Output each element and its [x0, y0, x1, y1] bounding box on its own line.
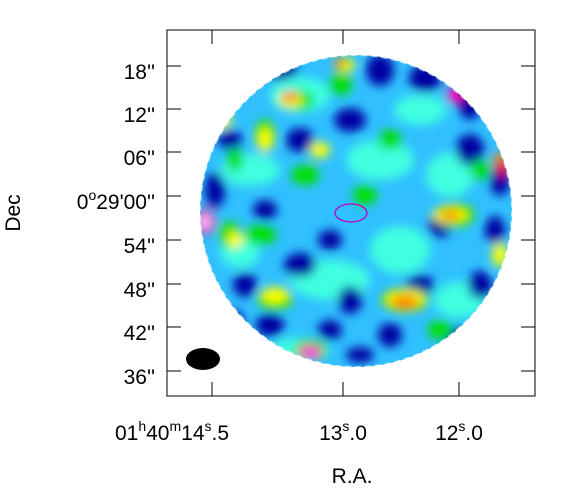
map-blob — [378, 323, 402, 347]
y-tick-label-0-29-00: 0o29'00'' — [77, 187, 155, 214]
map-blob — [261, 287, 289, 303]
map-blob — [378, 130, 402, 150]
map-blob — [366, 55, 394, 86]
map-blob — [334, 58, 346, 68]
y-tick-label-54: 54'' — [124, 235, 155, 258]
x-tick-label-01h40m14s5: 01h40m14s.5 — [115, 418, 229, 445]
axis-ticks — [167, 30, 535, 396]
plot-frame — [166, 29, 536, 397]
y-tick-label-36: 36'' — [124, 366, 155, 389]
map-blob — [318, 320, 342, 340]
map-blob — [485, 216, 505, 244]
map-blob — [370, 226, 430, 274]
x-tick-label-12s0: 12s.0 — [435, 418, 483, 445]
map-blob — [470, 160, 490, 180]
map-blob — [208, 112, 232, 128]
map-blob — [328, 75, 352, 95]
map-background — [200, 55, 512, 367]
map-blob — [233, 273, 257, 297]
map-blob — [428, 320, 452, 340]
map-blob — [440, 210, 460, 220]
map-blob — [244, 225, 276, 245]
x-axis-title: R.A. — [332, 465, 373, 488]
map-blob — [262, 60, 298, 80]
map-blob — [346, 140, 414, 180]
map-blob — [218, 130, 242, 150]
map-blob — [426, 153, 474, 197]
map-blob — [346, 347, 374, 363]
map-blob — [282, 91, 298, 103]
map-blob — [284, 253, 316, 277]
map-blob — [353, 185, 377, 205]
map-edge — [199, 54, 513, 368]
map-blob — [227, 232, 243, 248]
map-blobs — [200, 55, 510, 363]
y-tick-label-48: 48'' — [124, 279, 155, 302]
map-blob — [334, 108, 366, 132]
map-blob — [253, 200, 277, 220]
y-tick-label-42: 42'' — [124, 322, 155, 345]
map-blob — [409, 64, 441, 92]
intensity-map — [200, 55, 512, 367]
x-tick-labels: 01h40m14s.5 13s.0 12s.0 — [115, 418, 483, 445]
y-tick-labels: 18'' 12'' 06'' 0o29'00'' 54'' 48'' 42'' … — [77, 61, 155, 389]
beam-ellipse — [186, 348, 220, 370]
map-blob — [286, 128, 314, 152]
map-blob — [318, 230, 342, 250]
map-blob — [338, 286, 362, 314]
y-tick-label-12: 12'' — [124, 104, 155, 127]
map-blob — [216, 310, 244, 330]
y-tick-label-06: 06'' — [124, 147, 155, 170]
y-axis-title: Dec — [2, 194, 25, 231]
map-blob — [302, 347, 318, 357]
map-blob — [456, 134, 484, 166]
map-blob — [205, 172, 225, 208]
map-blob — [257, 128, 273, 152]
y-tick-label-18: 18'' — [124, 61, 155, 84]
center-marker-ellipse — [334, 203, 368, 223]
map-blob — [256, 313, 284, 337]
map-blob — [468, 271, 492, 299]
map-blob — [291, 165, 319, 185]
map-blob — [391, 295, 419, 309]
x-tick-label-13s0: 13s.0 — [319, 418, 367, 445]
map-blob — [227, 148, 243, 172]
map-blob — [310, 142, 330, 158]
map-blob — [201, 217, 209, 227]
map-blob — [394, 95, 446, 125]
